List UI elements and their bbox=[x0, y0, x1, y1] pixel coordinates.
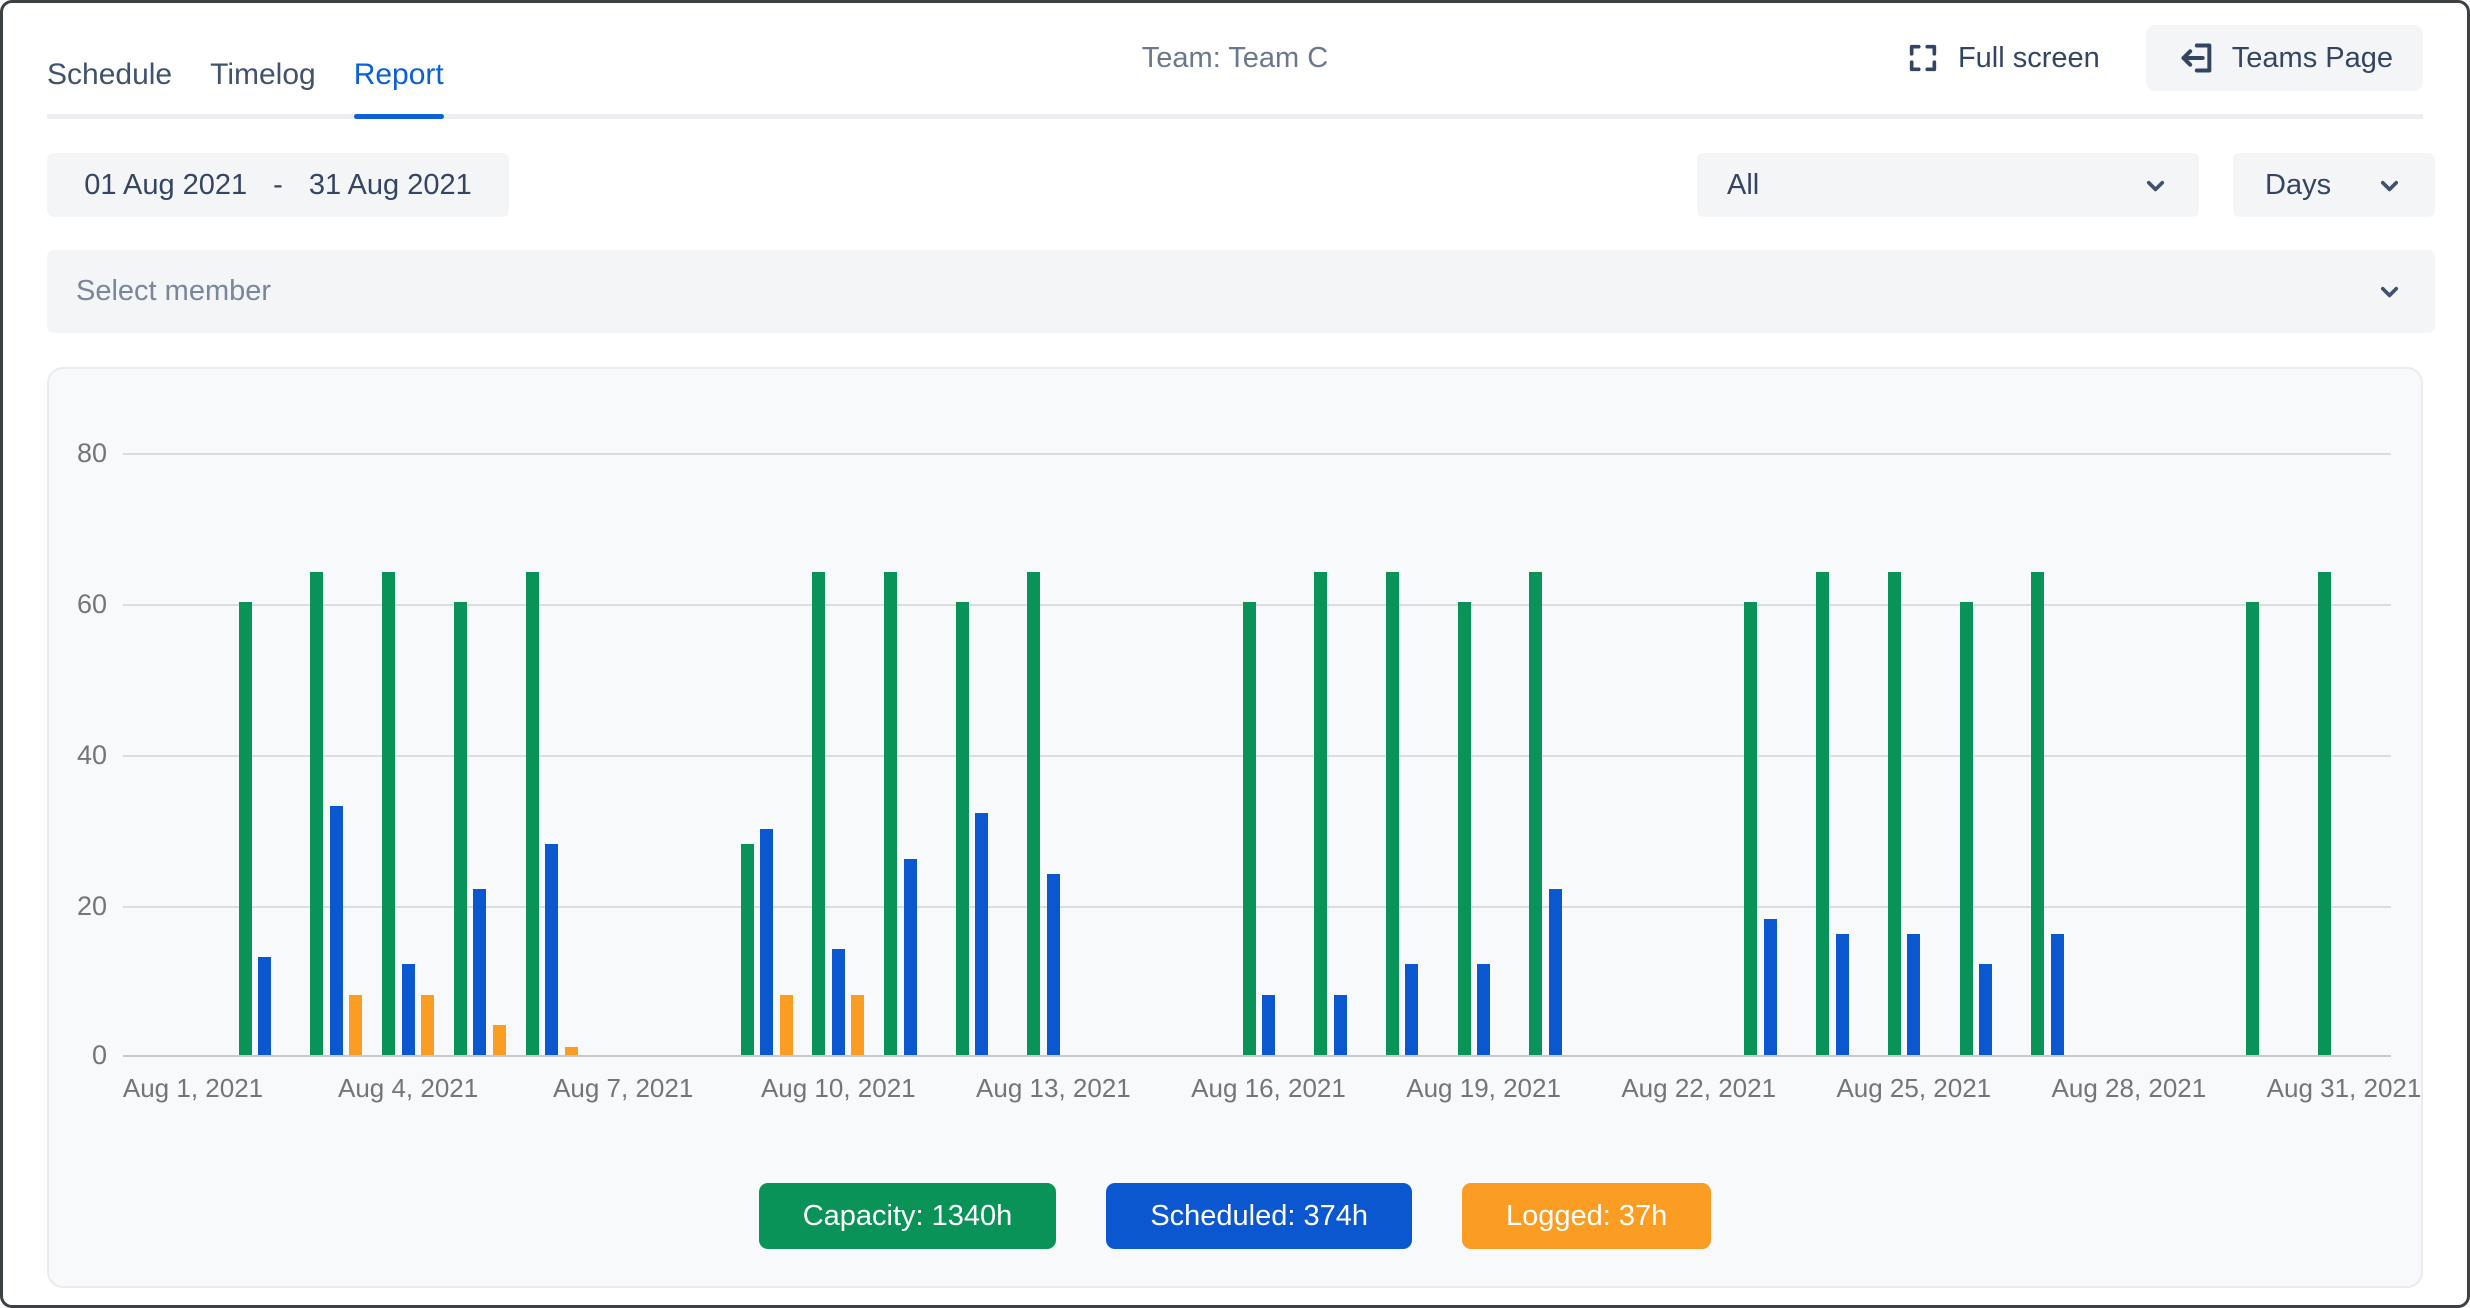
capacity-bar-day20 bbox=[1529, 572, 1542, 1055]
date-range-end: 31 Aug 2021 bbox=[309, 169, 472, 202]
fullscreen-label: Full screen bbox=[1958, 42, 2100, 75]
scheduled-bar-day27 bbox=[2051, 934, 2064, 1055]
scheduled-bar-day2 bbox=[258, 957, 271, 1055]
teams-page-label: Teams Page bbox=[2232, 42, 2393, 75]
teams-page-button[interactable]: Teams Page bbox=[2146, 25, 2423, 91]
scheduled-bar-day5 bbox=[473, 889, 486, 1055]
capacity-bar-day26 bbox=[1960, 602, 1973, 1055]
x-axis-label: Aug 4, 2021 bbox=[338, 1073, 478, 1104]
x-axis-label: Aug 13, 2021 bbox=[976, 1073, 1131, 1104]
y-axis-label: 20 bbox=[37, 893, 107, 919]
scheduled-bar-day9 bbox=[760, 829, 773, 1056]
capacity-bar-day23 bbox=[1744, 602, 1757, 1055]
scheduled-bar-day17 bbox=[1334, 995, 1347, 1055]
chevron-down-icon bbox=[2142, 172, 2169, 199]
gridline-y80 bbox=[123, 453, 2391, 455]
legend-button-capacity[interactable]: Capacity: 1340h bbox=[759, 1183, 1057, 1249]
capacity-bar-day6 bbox=[526, 572, 539, 1055]
scheduled-bar-day23 bbox=[1764, 919, 1777, 1055]
chevron-down-icon bbox=[2376, 172, 2403, 199]
y-axis-label: 80 bbox=[37, 440, 107, 466]
capacity-bar-day25 bbox=[1888, 572, 1901, 1055]
scheduled-bar-day19 bbox=[1477, 964, 1490, 1055]
filters-right: All Days bbox=[1697, 153, 2435, 217]
date-range-separator: - bbox=[273, 169, 283, 202]
logged-bar-day4 bbox=[421, 995, 434, 1055]
scheduled-bar-day25 bbox=[1907, 934, 1920, 1055]
y-axis-label: 40 bbox=[37, 742, 107, 768]
x-axis-label: Aug 7, 2021 bbox=[553, 1073, 693, 1104]
logged-bar-day10 bbox=[851, 995, 864, 1055]
app-window: ScheduleTimelogReport Team: Team C Full … bbox=[0, 0, 2470, 1308]
chart-legend: Capacity: 1340h Scheduled: 374h Logged: 37… bbox=[49, 1183, 2421, 1249]
report-chart-card: 020406080Aug 1, 2021Aug 4, 2021Aug 7, 20… bbox=[47, 367, 2423, 1288]
x-axis-label: Aug 19, 2021 bbox=[1406, 1073, 1561, 1104]
y-axis-label: 0 bbox=[37, 1042, 107, 1068]
logged-bar-day5 bbox=[493, 1025, 506, 1055]
scheduled-bar-day10 bbox=[832, 949, 845, 1055]
logged-bar-day9 bbox=[780, 995, 793, 1055]
capacity-bar-day3 bbox=[310, 572, 323, 1055]
scheduled-bar-day26 bbox=[1979, 964, 1992, 1055]
capacity-bar-day17 bbox=[1314, 572, 1327, 1055]
capacity-bar-day2 bbox=[239, 602, 252, 1055]
scheduled-bar-day6 bbox=[545, 844, 558, 1055]
capacity-bar-day10 bbox=[812, 572, 825, 1055]
legend-button-scheduled[interactable]: Scheduled: 374h bbox=[1106, 1183, 1412, 1249]
x-axis-label: Aug 16, 2021 bbox=[1191, 1073, 1346, 1104]
scheduled-bar-day11 bbox=[904, 859, 917, 1055]
fullscreen-button[interactable]: Full screen bbox=[1906, 41, 2100, 75]
x-axis-label: Aug 10, 2021 bbox=[761, 1073, 916, 1104]
x-axis-label: Aug 22, 2021 bbox=[1621, 1073, 1776, 1104]
scheduled-bar-day3 bbox=[330, 806, 343, 1055]
x-axis-label: Aug 31, 2021 bbox=[2267, 1073, 2422, 1104]
unit-dropdown-value: Days bbox=[2265, 169, 2331, 202]
logged-bar-day6 bbox=[565, 1047, 578, 1055]
capacity-bar-day24 bbox=[1816, 572, 1829, 1055]
capacity-bar-day5 bbox=[454, 602, 467, 1055]
capacity-bar-day19 bbox=[1458, 602, 1471, 1055]
x-axis-label: Aug 25, 2021 bbox=[1836, 1073, 1991, 1104]
member-select[interactable]: Select member bbox=[47, 250, 2435, 333]
x-axis-line bbox=[123, 1055, 2391, 1057]
capacity-bar-day31 bbox=[2318, 572, 2331, 1055]
scheduled-bar-day18 bbox=[1405, 964, 1418, 1055]
capacity-bar-day30 bbox=[2246, 602, 2259, 1055]
header-actions: Full screen Teams Page bbox=[1906, 25, 2423, 91]
chevron-down-icon bbox=[2376, 278, 2403, 305]
capacity-bar-day18 bbox=[1386, 572, 1399, 1055]
capacity-bar-day13 bbox=[1027, 572, 1040, 1055]
logged-bar-day3 bbox=[349, 995, 362, 1055]
scheduled-bar-day20 bbox=[1549, 889, 1562, 1055]
scope-dropdown-value: All bbox=[1727, 169, 1759, 202]
fullscreen-icon bbox=[1906, 41, 1940, 75]
exit-arrow-icon bbox=[2176, 38, 2216, 78]
date-range-picker[interactable]: 01 Aug 2021 - 31 Aug 2021 bbox=[47, 153, 509, 217]
scheduled-bar-day24 bbox=[1836, 934, 1849, 1055]
scheduled-bar-day16 bbox=[1262, 995, 1275, 1055]
capacity-bar-day11 bbox=[884, 572, 897, 1055]
member-select-placeholder: Select member bbox=[76, 275, 271, 308]
x-axis-label: Aug 28, 2021 bbox=[2052, 1073, 2207, 1104]
unit-dropdown[interactable]: Days bbox=[2233, 153, 2435, 217]
plot-area: 020406080Aug 1, 2021Aug 4, 2021Aug 7, 20… bbox=[123, 453, 2391, 1057]
legend-button-logged[interactable]: Logged: 37h bbox=[1462, 1183, 1711, 1249]
capacity-bar-day12 bbox=[956, 602, 969, 1055]
x-axis-label: Aug 1, 2021 bbox=[123, 1073, 263, 1104]
y-axis-label: 60 bbox=[37, 591, 107, 617]
capacity-bar-day9 bbox=[741, 844, 754, 1055]
scheduled-bar-day12 bbox=[975, 813, 988, 1055]
scope-dropdown[interactable]: All bbox=[1697, 153, 2199, 217]
scheduled-bar-day4 bbox=[402, 964, 415, 1055]
date-range-start: 01 Aug 2021 bbox=[84, 169, 247, 202]
scheduled-bar-day13 bbox=[1047, 874, 1060, 1055]
capacity-bar-day4 bbox=[382, 572, 395, 1055]
capacity-bar-day16 bbox=[1243, 602, 1256, 1055]
capacity-bar-day27 bbox=[2031, 572, 2044, 1055]
